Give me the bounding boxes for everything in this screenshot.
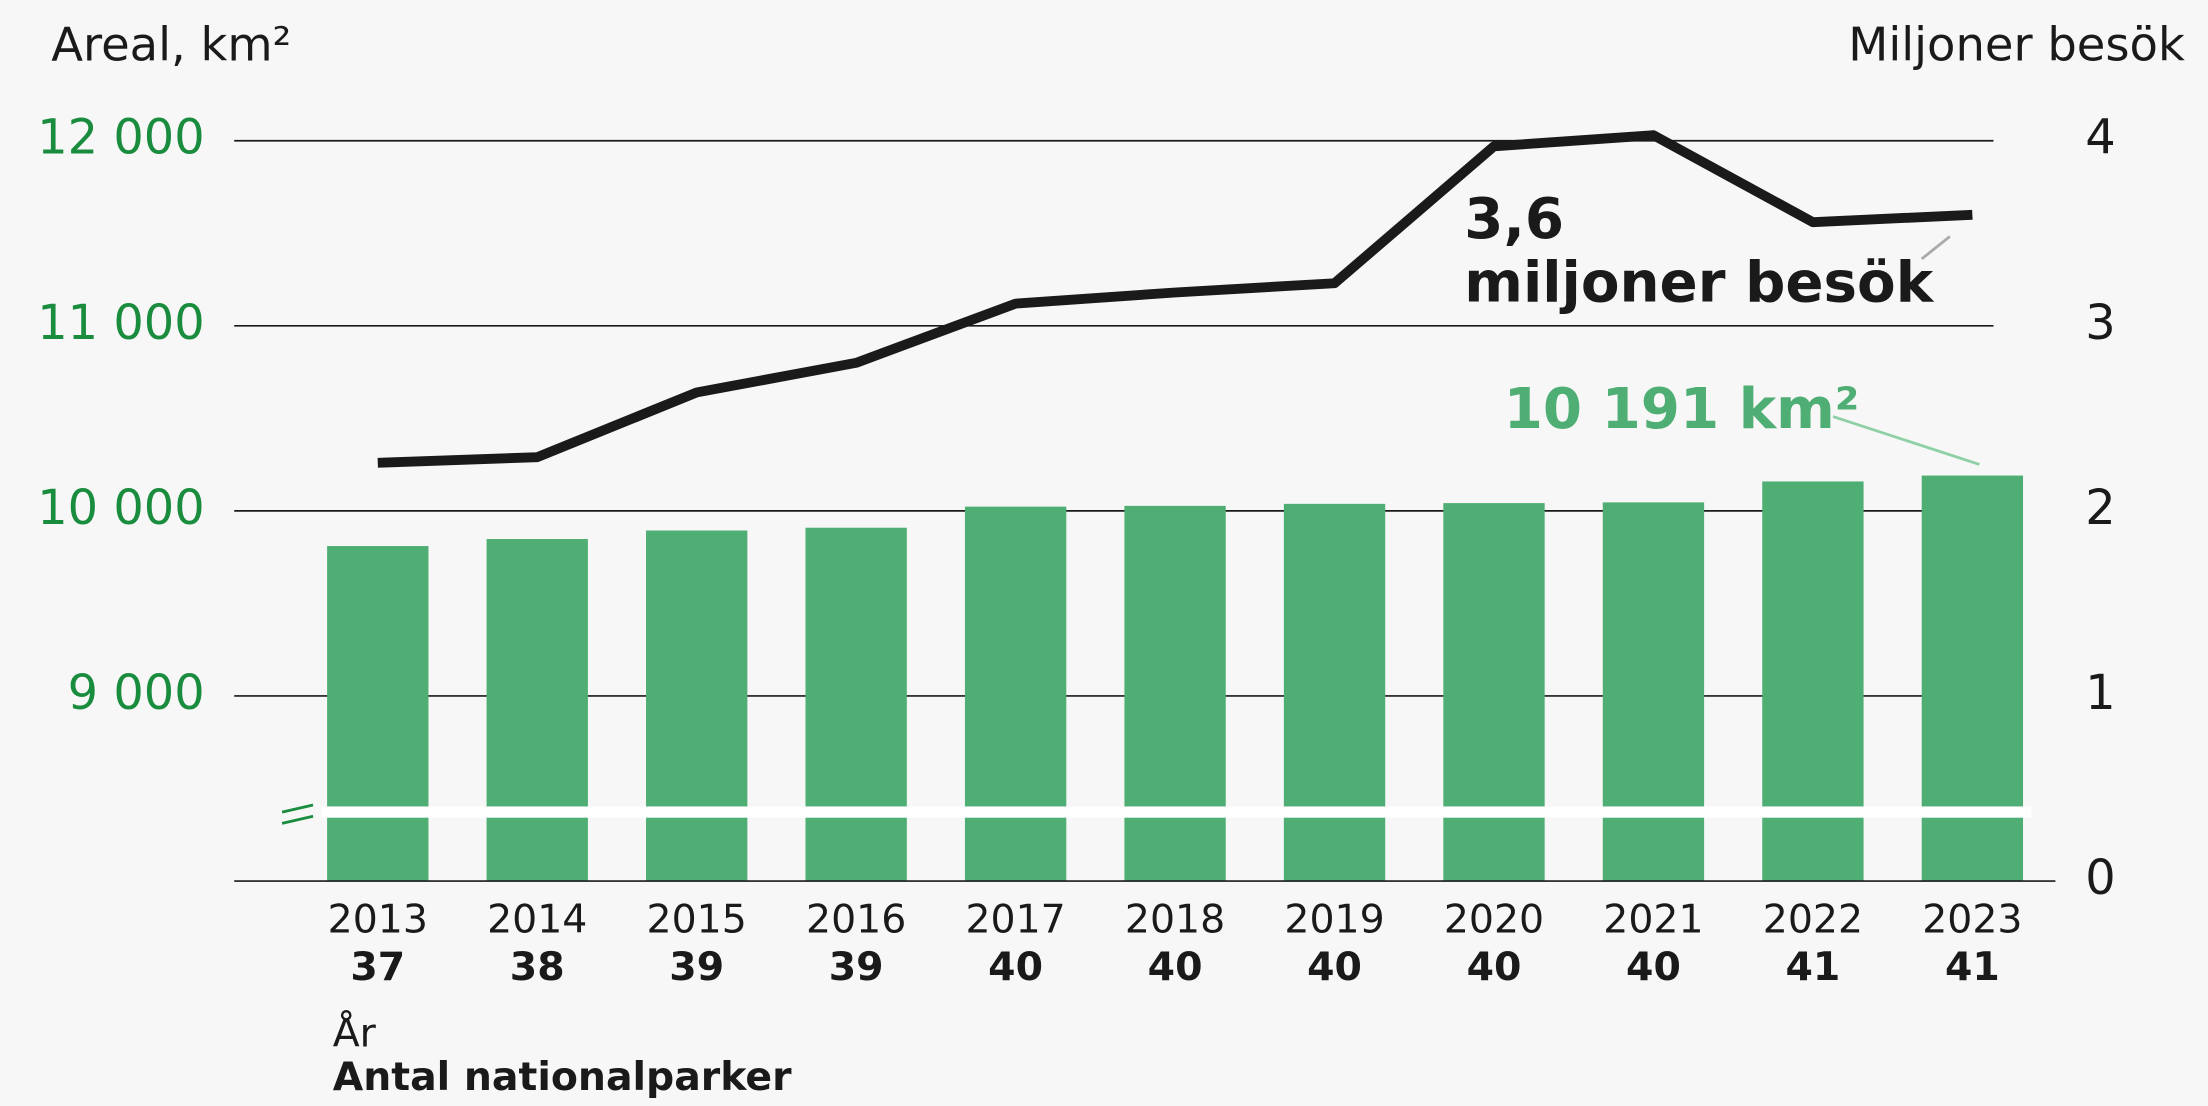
x-tick-label: 2015 <box>647 896 747 942</box>
bar <box>327 546 429 882</box>
x-tick-label: 2016 <box>806 896 906 942</box>
bar <box>1124 505 1226 882</box>
park-count: 41 <box>1785 944 1840 990</box>
annotation: miljoner besök <box>1464 250 1934 315</box>
y2-axis-label: Miljoner besök <box>1848 17 2185 71</box>
axis-break <box>321 806 2032 818</box>
bar <box>964 506 1067 882</box>
x-tick-label: 2022 <box>1763 896 1863 942</box>
annotation-leader <box>1832 415 1980 466</box>
park-count: 40 <box>1148 944 1203 990</box>
y2-tick-label: 3 <box>2085 296 2115 351</box>
y-axis-label: Areal, km² <box>51 17 291 71</box>
park-count: 41 <box>1945 944 2000 990</box>
x-tick-label: 2018 <box>1125 896 1225 942</box>
y-tick-label: 9 000 <box>68 666 205 721</box>
x-tick-label: 2014 <box>487 896 587 942</box>
x-tick-label: 2013 <box>328 896 428 942</box>
axis-break-mark <box>281 803 314 814</box>
bar <box>805 527 907 882</box>
park-count: 40 <box>1307 944 1362 990</box>
bar <box>646 530 748 882</box>
park-count: 37 <box>350 944 405 990</box>
y2-tick-label: 1 <box>2085 666 2115 721</box>
y-tick-label: 10 000 <box>37 481 204 536</box>
y2-tick-label: 2 <box>2085 481 2115 536</box>
x-tick-label: 2019 <box>1284 896 1384 942</box>
park-count: 40 <box>1467 944 1522 990</box>
bar <box>1283 503 1386 882</box>
y-tick-label: 11 000 <box>37 296 204 351</box>
annotation-leader <box>1920 235 1951 261</box>
park-count: 38 <box>510 944 565 990</box>
x-tick-label: 2023 <box>1922 896 2022 942</box>
park-count: 39 <box>669 944 724 990</box>
x-tick-label: 2021 <box>1603 896 1703 942</box>
y2-tick-label: 0 <box>2085 851 2115 906</box>
park-count: 40 <box>988 944 1043 990</box>
bar <box>1443 503 1545 882</box>
y2-tick-label: 4 <box>2085 111 2115 166</box>
annotation: 3,6 <box>1464 187 1564 252</box>
annotation: 10 191 km² <box>1504 377 1860 442</box>
x-axis-label: År <box>333 1009 377 1056</box>
count-label: Antal nationalparker <box>333 1054 792 1100</box>
bar <box>1921 475 2024 882</box>
park-count: 39 <box>829 944 884 990</box>
x-tick-label: 2020 <box>1444 896 1544 942</box>
line <box>377 130 1973 468</box>
axis-break-mark <box>281 814 314 825</box>
bar <box>486 539 588 882</box>
x-tick-label: 2017 <box>965 896 1065 942</box>
bar <box>1602 502 1705 882</box>
y-tick-label: 12 000 <box>37 111 204 166</box>
park-count: 40 <box>1626 944 1681 990</box>
bar <box>1762 481 1864 882</box>
